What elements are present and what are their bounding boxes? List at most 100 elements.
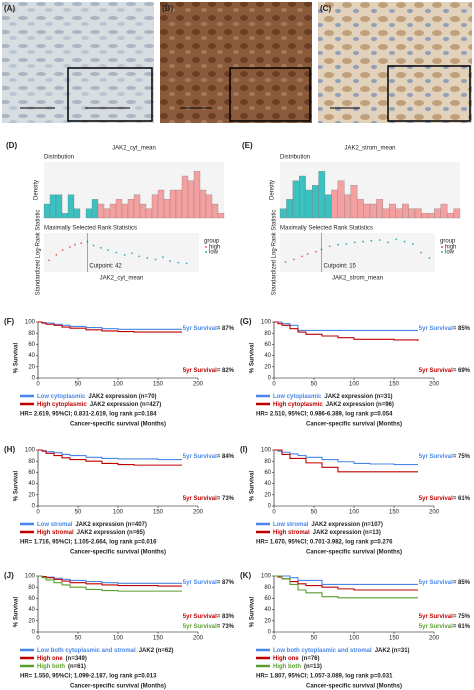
histogram-bar — [356, 199, 364, 219]
histogram-bar — [109, 203, 117, 219]
annotation: 5yr Survival= 87% — [183, 580, 235, 586]
legend-suffix: JAK2 expression (n=407) — [75, 522, 147, 528]
annotation-text: 5yr Survival — [183, 614, 217, 620]
legend-suffix: (n=349) — [66, 656, 87, 662]
annotation-text: 5yr Survival — [183, 326, 217, 332]
histogram-bar — [127, 199, 135, 219]
legend-name: Low stromal — [37, 522, 73, 528]
y-tick-label: 20 — [28, 364, 35, 370]
panel-label: (B) — [162, 4, 173, 13]
annotation: 5yr Survival= 83% — [183, 614, 235, 620]
legend-entry: High cytoplasmic JAK2 expression (n=96) — [273, 402, 394, 408]
rank-point — [169, 260, 171, 262]
rank-point — [328, 245, 331, 248]
legend-entry: High cytoplasmic JAK2 expression (n=427) — [37, 402, 161, 408]
survival-curve — [274, 449, 418, 466]
annotation-value: = 69% — [453, 368, 471, 374]
annotation-value: = 85% — [453, 580, 471, 586]
x-tick-label: 150 — [389, 636, 400, 642]
rank-point — [74, 243, 76, 246]
annotation-text: 5yr Survival — [419, 454, 453, 460]
annotation-text: 5yr Survival — [419, 580, 453, 586]
y-tick-label: 0 — [268, 630, 272, 636]
y-tick-label: 100 — [25, 320, 36, 326]
rank-point — [99, 246, 102, 249]
annotation-value: = 75% — [453, 454, 471, 460]
survival-curve — [274, 575, 418, 599]
histogram-bar — [145, 208, 153, 219]
x-tick-label: 100 — [113, 510, 124, 516]
y-tick-label: 100 — [25, 574, 36, 580]
cutpoint-label: Cutpoint: 15 — [324, 264, 357, 270]
annotation: 5yr Survival= 84% — [183, 454, 235, 460]
stats: HR= 2.619, 95%CI; 0.831-2.619, log rank … — [20, 412, 157, 418]
rank-point — [55, 253, 58, 256]
x-tick-label: 150 — [389, 510, 400, 516]
legend-name: Low both cytoplasmic and stromal — [273, 648, 372, 654]
rank-point — [292, 258, 295, 261]
histogram-bar — [61, 213, 69, 219]
rank-point — [48, 259, 51, 262]
rank-point — [420, 251, 423, 254]
rank-title: Maximally Selected Rank Statistics — [280, 226, 373, 232]
legend-name: High stromal — [273, 530, 310, 536]
annotation: 5yr Survival= 73% — [183, 496, 235, 502]
chart-title: JAK2_strom_mean — [344, 146, 395, 152]
x-tick-label: 50 — [311, 382, 318, 388]
histogram-bar — [103, 208, 111, 219]
histogram-bar — [337, 180, 345, 219]
legend-title: group — [204, 239, 220, 245]
inset — [229, 67, 311, 122]
subtitle: Distribution — [280, 155, 310, 161]
legend-swatch — [205, 246, 207, 248]
legend-entry: High stromal JAK2 expression (n=65) — [37, 530, 145, 536]
histogram-bar — [97, 203, 105, 219]
y-axis-label: % Survival — [250, 470, 256, 501]
x-tick-label: 50 — [75, 510, 82, 516]
histogram-bar — [440, 203, 448, 219]
x-tick-label: 150 — [153, 636, 164, 642]
legend-suffix: (n=13) — [304, 664, 322, 670]
annotation-text: 5yr Survival — [419, 368, 453, 374]
y-tick-label: 80 — [264, 459, 271, 465]
x-tick-label: 200 — [429, 636, 440, 642]
x-axis-label: Cancer-specific survival (Months) — [306, 550, 402, 556]
x-tick-label: 150 — [389, 382, 400, 388]
cutpoint-label: Cutpoint: 42 — [89, 264, 122, 270]
panel-label: (C) — [320, 4, 331, 13]
annotation-value: = 84% — [217, 454, 235, 460]
rank-point — [395, 238, 398, 241]
image-a: (A) — [2, 2, 154, 123]
subtitle: Distribution — [44, 155, 74, 161]
y-tick-label: 80 — [264, 331, 271, 337]
y-tick-label: 40 — [28, 481, 35, 487]
histogram-bar — [363, 203, 371, 219]
histogram-bar — [427, 213, 435, 219]
legend-suffix: JAK2 expression (n=96) — [326, 402, 394, 408]
x-tick-label: 50 — [75, 382, 82, 388]
histogram-bar — [91, 199, 99, 219]
y-axis-label: % Survival — [250, 342, 256, 373]
rank-point — [107, 249, 109, 252]
survival-curve — [38, 449, 182, 466]
y-tick-label: 80 — [264, 585, 271, 591]
y-tick-label: 0 — [32, 376, 36, 382]
histogram-bar — [395, 208, 403, 219]
legend-label: low — [445, 250, 455, 256]
legend-name: High one — [273, 656, 299, 662]
legend-title: group — [440, 239, 456, 245]
rank-point — [353, 241, 356, 244]
y-tick-label: 40 — [28, 353, 35, 359]
survival-curve — [274, 449, 418, 473]
y-tick-label: 100 — [261, 574, 272, 580]
annotation: 5yr Survival= 61% — [419, 496, 471, 502]
histogram-bar — [181, 175, 189, 219]
histogram-bar — [453, 208, 461, 219]
annotation-value: = 61% — [453, 624, 471, 630]
survival-curve — [38, 321, 182, 333]
rank-point — [154, 258, 157, 261]
y-tick-label: 100 — [261, 320, 272, 326]
histogram-bar — [350, 185, 358, 219]
legend-name: High cytoplasmic — [37, 402, 87, 408]
